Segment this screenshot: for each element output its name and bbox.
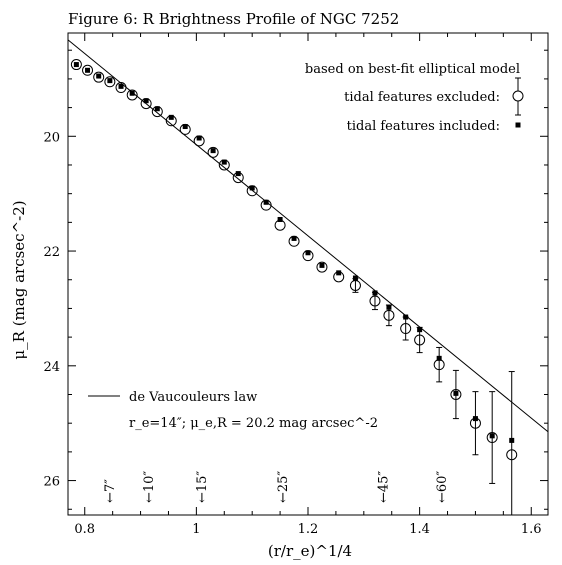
legend-entry-excluded: tidal features excluded: <box>344 90 500 105</box>
data-point-included <box>305 250 311 256</box>
data-point-included <box>417 327 423 333</box>
data-point-included <box>372 290 378 296</box>
radius-annotation: ←45″ <box>376 471 391 503</box>
data-point-included <box>85 67 91 73</box>
data-point-excluded <box>450 389 462 400</box>
data-point-included <box>436 355 442 361</box>
radius-annotation: ←60″ <box>435 471 450 503</box>
line-legend: de Vaucouleurs law r_e=14″; μ_e,R = 20.2… <box>88 390 378 431</box>
data-point-included <box>249 185 255 191</box>
x-tick-label: 1 <box>192 522 200 537</box>
data-point-excluded <box>207 146 219 158</box>
data-point-included <box>168 114 174 120</box>
data-point-excluded <box>82 64 94 76</box>
data-point-included <box>129 90 135 96</box>
data-point-excluded <box>383 309 395 321</box>
plot-frame <box>67 32 549 516</box>
radius-annotations: ←7″ ←10″ ←15″ ←25″ ←45″ ←60″ <box>103 471 450 503</box>
data-point-excluded <box>506 449 518 461</box>
data-point-included <box>182 124 188 130</box>
y-tick-label: 24 <box>43 360 60 375</box>
data-point-included <box>210 148 216 154</box>
data-point-included <box>509 437 515 443</box>
data-point-included <box>154 106 160 112</box>
data-point-included <box>386 304 392 310</box>
legend-header: based on best-fit elliptical model <box>305 62 520 77</box>
x-axis-title: (r/r_e)^1/4 <box>268 542 352 560</box>
data-point-excluded <box>400 323 412 335</box>
radius-annotation: ←7″ <box>103 479 118 503</box>
legend-marker-open-circle <box>512 90 524 102</box>
de-vaucouleurs-line <box>67 39 549 433</box>
legend: based on best-fit elliptical model tidal… <box>305 62 524 134</box>
data-point-included <box>352 275 358 281</box>
data-point-excluded <box>414 334 426 346</box>
legend-markers <box>512 77 524 128</box>
data-point-included <box>336 270 342 276</box>
series-included <box>73 62 515 443</box>
data-point-excluded <box>93 71 105 83</box>
data-point-excluded <box>115 82 127 94</box>
chart-title: Figure 6: R Brightness Profile of NGC 72… <box>68 10 399 28</box>
data-point-excluded <box>104 76 116 88</box>
radius-annotation: ←25″ <box>276 471 291 503</box>
y-tick-label: 26 <box>43 475 60 490</box>
data-point-included <box>403 314 409 320</box>
y-axis-title: μ_R (mag arcsec^-2) <box>10 200 28 359</box>
x-tick-label: 1.4 <box>409 522 430 537</box>
data-point-included <box>453 390 459 396</box>
data-point-excluded <box>486 432 498 444</box>
data-point-excluded <box>316 261 328 273</box>
data-point-included <box>196 135 202 141</box>
data-point-included <box>107 78 113 84</box>
axis-tick-labels: 0.8 1 1.2 1.4 1.6 20 22 24 26 <box>43 130 541 537</box>
y-tick-label: 20 <box>43 130 60 145</box>
data-point-excluded <box>126 89 138 101</box>
legend-marker-filled-square <box>515 122 521 128</box>
data-point-included <box>96 73 102 79</box>
radius-annotation: ←15″ <box>195 471 210 503</box>
line-legend-label: de Vaucouleurs law <box>129 390 257 405</box>
legend-entry-included: tidal features included: <box>347 119 500 134</box>
data-point-included <box>118 83 124 89</box>
data-point-included <box>489 433 495 439</box>
radius-annotation: ←10″ <box>142 471 157 503</box>
data-point-excluded <box>70 59 82 71</box>
data-point-excluded <box>369 295 381 307</box>
data-point-included <box>263 199 269 205</box>
data-point-included <box>291 235 297 241</box>
data-point-included <box>235 171 241 177</box>
line-legend-params: r_e=14″; μ_e,R = 20.2 mag arcsec^-2 <box>129 416 378 431</box>
data-point-included <box>221 159 227 165</box>
data-point-included <box>73 62 79 68</box>
data-point-included <box>319 262 325 268</box>
data-point-included <box>472 416 478 422</box>
x-tick-label: 0.8 <box>74 522 95 537</box>
data-point-included <box>277 216 283 222</box>
x-tick-label: 1.6 <box>521 522 542 537</box>
y-tick-label: 22 <box>43 245 60 260</box>
axis-ticks <box>68 33 548 515</box>
data-point-included <box>143 98 149 104</box>
x-tick-label: 1.2 <box>298 522 319 537</box>
